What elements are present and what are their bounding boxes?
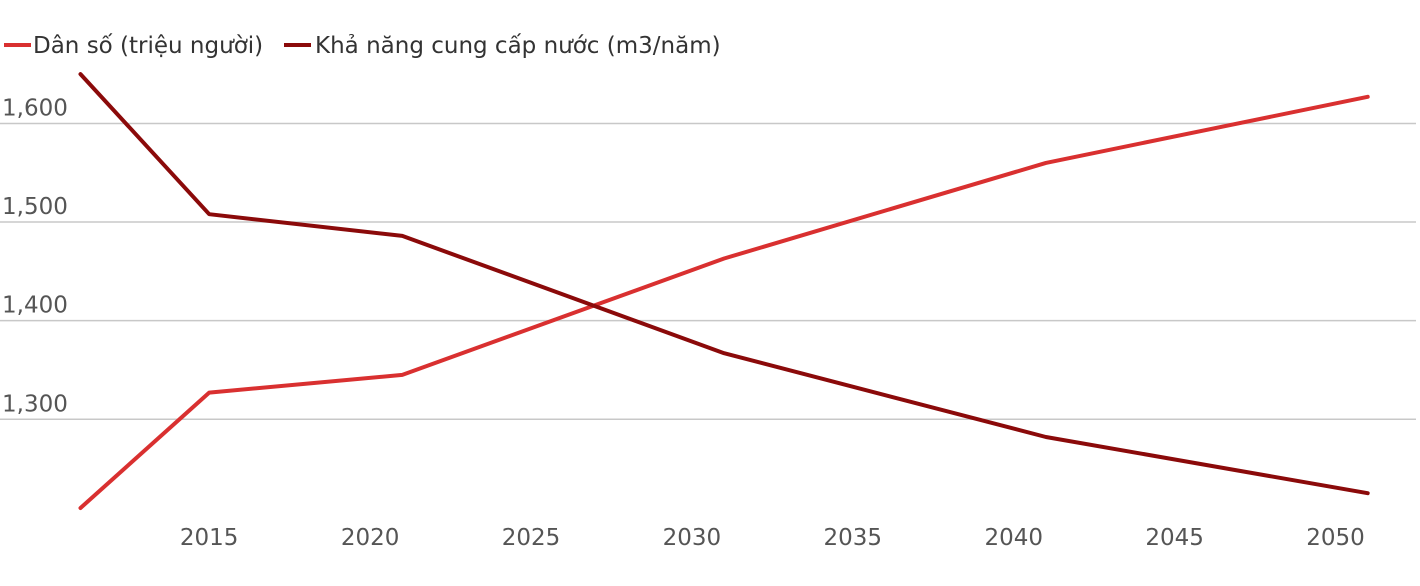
y-tick-label: 1,400 <box>2 293 68 319</box>
x-tick-label: 2030 <box>663 525 722 551</box>
legend-label-water-supply: Khả năng cung cấp nước (m3/năm) <box>315 33 721 59</box>
series-line-water-supply <box>78 72 1370 496</box>
series <box>78 72 1370 510</box>
legend-item-water-supply: Khả năng cung cấp nước (m3/năm) <box>284 33 721 59</box>
x-tick-label: 2035 <box>824 525 883 551</box>
legend: Dân số (triệu người) Khả năng cung cấp n… <box>4 33 721 59</box>
gridlines <box>0 122 1416 421</box>
x-tick-label: 2040 <box>984 525 1043 551</box>
legend-item-population: Dân số (triệu người) <box>4 33 263 59</box>
series-line-population <box>78 94 1370 510</box>
x-tick-label: 2045 <box>1145 525 1204 551</box>
x-tick-label: 2050 <box>1306 525 1365 551</box>
x-tick-label: 2020 <box>341 525 400 551</box>
x-tick-label: 2015 <box>180 525 239 551</box>
y-tick-label: 1,300 <box>2 391 68 417</box>
y-tick-label: 1,600 <box>2 95 68 121</box>
x-axis-ticks: 2015 2020 2025 2030 2035 2040 2045 2050 <box>180 525 1365 551</box>
x-tick-label: 2025 <box>502 525 561 551</box>
y-axis-ticks: 1,300 1,400 1,500 1,600 <box>2 95 68 417</box>
legend-label-population: Dân số (triệu người) <box>33 33 263 59</box>
y-tick-label: 1,500 <box>2 194 68 220</box>
